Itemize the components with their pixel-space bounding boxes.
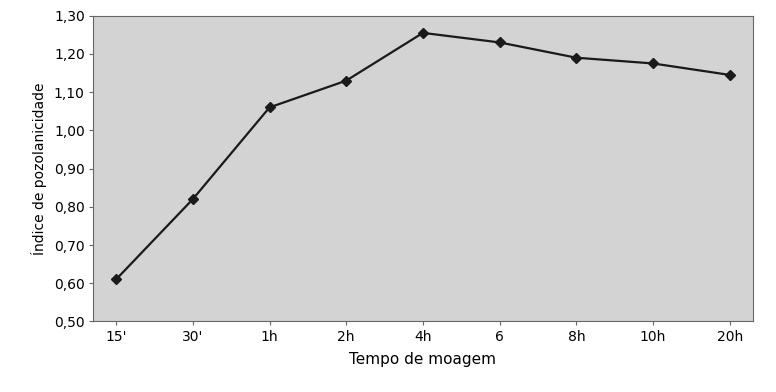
Y-axis label: Índice de pozolanicidade: Índice de pozolanicidade <box>31 82 47 255</box>
X-axis label: Tempo de moagem: Tempo de moagem <box>349 352 497 367</box>
